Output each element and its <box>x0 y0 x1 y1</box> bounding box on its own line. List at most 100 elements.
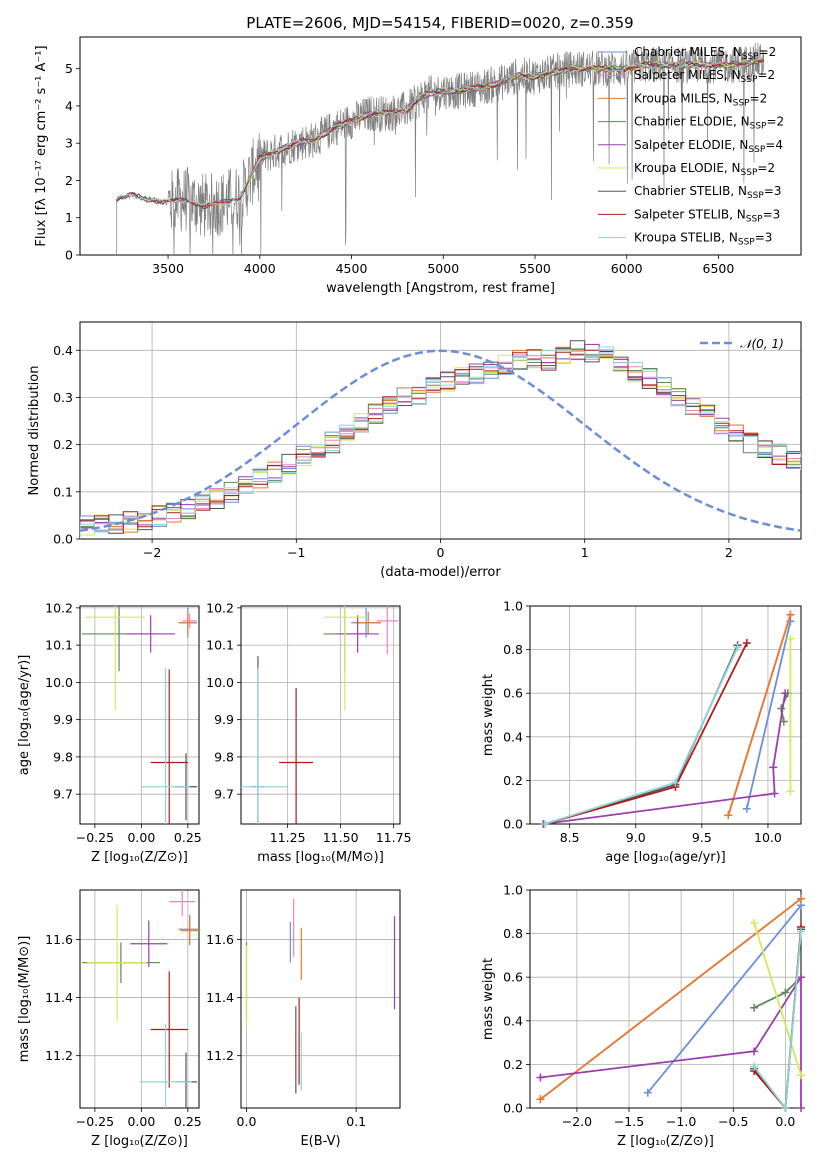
weight_z-xtick-label: −1.0 <box>666 1114 696 1129</box>
spectrum-frame <box>79 36 802 256</box>
mass_ebv-ytick-label: 11.4 <box>206 990 234 1005</box>
weight_age-xtick-label: 9.0 <box>626 830 646 845</box>
histogram-salpeter-miles <box>80 354 801 539</box>
weight_z-marker-chabrier-elodie <box>781 988 790 997</box>
mass_z-ytick-label: 11.6 <box>45 932 73 947</box>
weight_age-marker-kroupa-stelib <box>540 820 549 828</box>
mass_ebv-xtick-label: 0.0 <box>237 1114 257 1129</box>
weight_age-marker-chabrier-miles <box>742 804 751 813</box>
weight_age-line-kroupa-miles <box>727 614 792 816</box>
weight_age-ytick-label: 0.0 <box>503 817 523 832</box>
weight_age-xtick-label: 8.5 <box>560 830 580 845</box>
age_mass-point-salpeter-miles <box>376 606 398 655</box>
residuals-xtick-label: −1 <box>287 545 305 560</box>
mass_ebv-xlabel: E(B-V) <box>300 1134 340 1149</box>
age_z-xtick-label: 0.25 <box>174 830 202 845</box>
age_z-ytick-label: 9.7 <box>53 787 73 802</box>
weight_z-ytick-label: 0.4 <box>503 1013 523 1028</box>
weight_age-xtick-label: 9.5 <box>692 830 712 845</box>
weight_age-ytick-label: 0.8 <box>503 642 523 657</box>
weight_z-marker-salpeter-elodie <box>797 1104 805 1112</box>
residuals-xlabel: (data-model)/error <box>380 565 501 580</box>
weight_z-line-kroupa-elodie <box>753 922 802 1076</box>
age_z-point-kroupa-stelib <box>141 667 190 824</box>
spectrum-axes: 3500 4000 4500 5000 5500 6000 6500 0 1 2 3 4 5 wavele… <box>34 36 802 296</box>
mass_z-point-kroupa-stelib <box>139 1023 192 1108</box>
normal-legend-label: 𝒩(0, 1) <box>740 337 784 351</box>
weight_z-ytick-label: 0.2 <box>503 1057 523 1072</box>
histogram-chabrier-stelib <box>80 340 801 539</box>
weight_age-xlabel: age [log₁₀(age/yr)] <box>605 850 726 865</box>
weight_z-marker-chabrier-miles <box>643 1088 652 1097</box>
mass_z-ylabel: mass [log₁₀(M/M⊙)] <box>17 936 32 1063</box>
weight_z-xtick-label: −1.5 <box>614 1114 644 1129</box>
age_z-ytick-label: 10.2 <box>45 600 73 615</box>
age_z-xtick-label: −0.25 <box>76 830 114 845</box>
weight_z-marker-kroupa-elodie <box>797 1071 805 1080</box>
age_mass-axes: 11.25 11.50 11.75 9.7 9.8 9.9 10.0 10.1 10.2 mass… <box>206 600 411 865</box>
weight_age-marker-salpeter-stelib <box>742 639 751 648</box>
mass_z-axes: −0.25 0.00 0.25 11.2 11.4 11.6 Z [log₁₀(Z/Z⊙)]… <box>17 889 202 1149</box>
legend-label-salpeter-stelib: Salpeter STELIB, NSSP=3 <box>634 207 780 224</box>
age_mass-ytick-label: 10.0 <box>206 675 234 690</box>
weight_z-xtick-label: −2.0 <box>562 1114 592 1129</box>
spectrum-ytick-label: 0 <box>65 248 73 263</box>
weight_age-line-salpeter-elodie <box>543 693 786 825</box>
age_mass-point-salpeter-elodie <box>336 615 379 653</box>
residuals-axes: −2 −1 0 1 2 0.0 0.1 0.2 0.3 0.4 (data-model)/error… <box>27 321 802 580</box>
age_mass-ytick-label: 9.9 <box>214 712 234 727</box>
residuals-ytick-label: 0.0 <box>53 532 73 547</box>
weight_age-marker-kroupa-miles <box>786 610 795 619</box>
spectrum-model-chabrier-elodie <box>241 58 764 194</box>
histogram-chabrier-elodie <box>80 348 801 539</box>
mass_z-xlabel: Z [log₁₀(Z/Z⊙)] <box>91 1134 188 1149</box>
age_z-ytick-label: 10.1 <box>45 638 73 653</box>
mass_z-ytick-label: 11.2 <box>45 1048 73 1063</box>
weight_age-marker-kroupa-stelib <box>671 778 680 787</box>
weight_z-ytick-label: 1.0 <box>503 883 523 898</box>
spectrum-xtick-label: 3500 <box>152 261 184 276</box>
mass_ebv-frame <box>240 889 401 1109</box>
mass_ebv-axes: 0.0 0.1 11.2 11.4 11.6 E(B-V) <box>206 889 401 1149</box>
weight_age-marker-salpeter-elodie <box>769 763 778 772</box>
spectrum-ytick-label: 2 <box>65 173 73 188</box>
age_mass-xtick-label: 11.75 <box>376 830 412 845</box>
age_z-ylabel: age [log₁₀(age/yr)] <box>17 655 32 776</box>
histogram-kroupa-stelib <box>80 346 801 539</box>
age_mass-point-salpeter-stelib <box>279 687 314 824</box>
weight_age-ytick-label: 0.4 <box>503 729 523 744</box>
mass_z-xtick-label: 0.00 <box>127 1114 155 1129</box>
weight_age-marker-kroupa-stelib <box>733 643 742 652</box>
weight_age-xtick-label: 10.0 <box>754 830 782 845</box>
spectrum-xtick-label: 5500 <box>519 261 551 276</box>
residuals-xtick-label: −2 <box>143 545 161 560</box>
mass_z-frame <box>79 889 200 1109</box>
spectrum-xtick-label: 6000 <box>611 261 643 276</box>
weight_z-marker-kroupa-miles <box>797 894 805 903</box>
age_z-axes: −0.25 0.00 0.25 9.7 9.8 9.9 10.0 10.1 10.2 Z [log… <box>17 600 202 865</box>
weight_age-line-salpeter-stelib <box>544 642 748 825</box>
legend-label-chabrier-miles: Chabrier MILES, NSSP=2 <box>634 45 776 62</box>
spectrum-model-salpeter-elodie <box>241 59 764 194</box>
age_mass-ytick-label: 10.1 <box>206 638 234 653</box>
weight_age-axes: 8.5 9.0 9.5 10.0 0.0 0.2 0.4 0.6 0.8 1.0 age [log₁… <box>481 599 802 865</box>
weight_z-marker-kroupa-stelib <box>750 1062 759 1071</box>
weight_z-xtick-label: 0.0 <box>775 1114 795 1129</box>
weight_age-ytick-label: 1.0 <box>503 599 523 614</box>
histogram-salpeter-elodie <box>80 343 801 539</box>
age_z-ytick-label: 10.0 <box>45 675 73 690</box>
weight_age-line-chabrier-miles <box>745 621 792 809</box>
age_mass-xtick-label: 11.50 <box>323 830 359 845</box>
histogram-kroupa-miles <box>80 344 801 539</box>
chart-title: PLATE=2606, MJD=54154, FIBERID=0020, z=0… <box>246 14 633 32</box>
residuals-ytick-label: 0.1 <box>53 484 73 499</box>
histogram-kroupa-elodie <box>80 351 801 539</box>
spectrum-ytick-label: 1 <box>65 210 73 225</box>
mass_ebv-xtick-label: 0.1 <box>346 1114 366 1129</box>
legend-label-kroupa-stelib: Kroupa STELIB, NSSP=3 <box>634 231 772 248</box>
weight_age-frame <box>529 605 802 825</box>
weight_z-xtick-label: −0.5 <box>718 1114 748 1129</box>
age_mass-xlabel: mass [log₁₀(M/M⊙)] <box>257 850 384 865</box>
age_z-point-salpeter-miles <box>182 613 198 629</box>
age_z-point-salpeter-stelib <box>150 669 188 824</box>
